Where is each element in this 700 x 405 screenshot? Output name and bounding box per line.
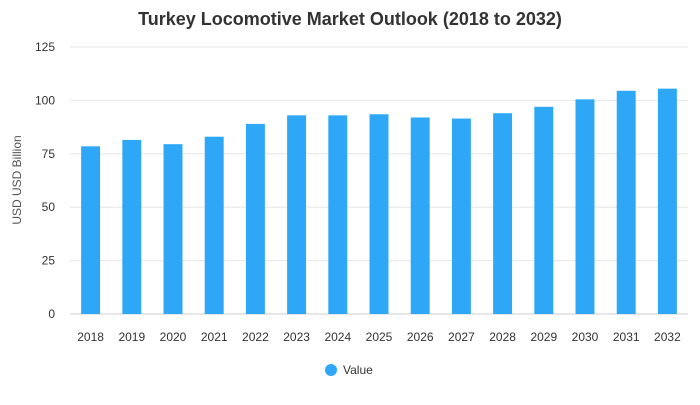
x-tick-label: 2032 [654,330,681,344]
bar-2019[interactable] [122,139,142,314]
bar-2029[interactable] [534,106,554,314]
x-tick-label: 2021 [201,330,228,344]
legend-swatch [325,364,337,376]
x-tick-label: 2020 [160,330,187,344]
bars [81,88,677,315]
x-tick-label: 2031 [613,330,640,344]
bar-2032[interactable] [657,88,677,314]
x-tick-label: 2029 [530,330,557,344]
x-tick-label: 2025 [366,330,393,344]
x-tick-label: 2018 [77,330,104,344]
y-tick-label: 125 [35,40,55,54]
x-tick-label: 2026 [407,330,434,344]
x-tick-label: 2022 [242,330,269,344]
x-axis-ticks: 2018 2019 2020 2021 2022 2023 2024 2025 2026 2027… [77,330,681,344]
legend-label: Value [343,363,373,377]
legend[interactable]: Value [325,363,373,377]
bar-2031[interactable] [616,90,636,315]
bar-2022[interactable] [245,123,265,315]
x-tick-label: 2023 [283,330,310,344]
y-tick-label: 100 [35,93,55,107]
bar-2023[interactable] [287,115,307,315]
y-tick-label: 25 [42,254,56,268]
bar-2018[interactable] [81,146,101,314]
bar-2030[interactable] [575,99,595,314]
bar-2027[interactable] [451,118,471,314]
x-tick-label: 2028 [489,330,516,344]
chart-title: Turkey Locomotive Market Outlook (2018 t… [138,9,562,29]
bar-2025[interactable] [369,114,389,314]
bar-2024[interactable] [328,115,348,315]
bar-2026[interactable] [410,117,430,314]
x-tick-label: 2019 [118,330,145,344]
y-axis-title: USD USD Billion [10,135,24,224]
y-tick-label: 0 [48,307,55,321]
y-tick-label: 50 [42,200,56,214]
bar-2020[interactable] [163,144,183,314]
bar-2021[interactable] [204,136,224,314]
x-tick-label: 2027 [448,330,475,344]
bar-2028[interactable] [493,113,513,314]
y-axis-ticks: 0 25 50 75 100 125 [35,40,55,321]
x-tick-label: 2024 [324,330,351,344]
x-tick-label: 2030 [572,330,599,344]
y-tick-label: 75 [42,147,56,161]
